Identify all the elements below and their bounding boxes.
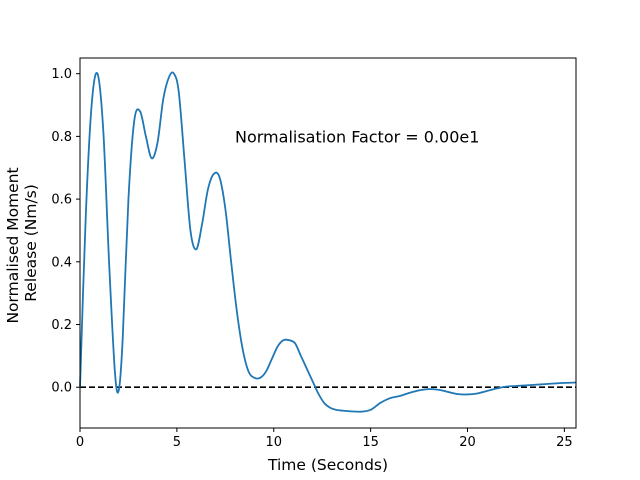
x-tick-label: 10 xyxy=(265,435,282,450)
annotation-normalisation-factor: Normalisation Factor = 0.00e1 xyxy=(235,127,479,146)
x-tick-label: 20 xyxy=(459,435,476,450)
y-tick-label: 0.6 xyxy=(51,193,72,208)
x-tick-label: 15 xyxy=(362,435,379,450)
y-tick-label: 0.0 xyxy=(51,381,72,396)
y-tick-label: 0.4 xyxy=(51,255,72,270)
x-axis-label: Time (Seconds) xyxy=(267,456,388,474)
y-axis-label-line-2: Release (Nm/s) xyxy=(22,184,40,302)
plot-area xyxy=(80,58,576,428)
y-axis-label-line-1: Normalised Moment xyxy=(4,167,22,323)
y-axis-label: Normalised Moment Release (Nm/s) xyxy=(4,162,40,323)
y-tick-label: 0.2 xyxy=(51,318,72,333)
x-axis-ticks: 0 5 10 15 20 25 xyxy=(76,428,573,450)
series-line xyxy=(79,71,577,413)
x-tick-label: 25 xyxy=(556,435,573,450)
y-axis-ticks: 0.0 0.2 0.4 0.6 0.8 1.0 xyxy=(51,67,80,396)
y-tick-label: 1.0 xyxy=(51,67,72,82)
plot-frame xyxy=(79,57,577,429)
x-tick-label: 0 xyxy=(76,435,84,450)
x-tick-label: 5 xyxy=(173,435,181,450)
y-tick-label: 0.8 xyxy=(51,130,72,145)
